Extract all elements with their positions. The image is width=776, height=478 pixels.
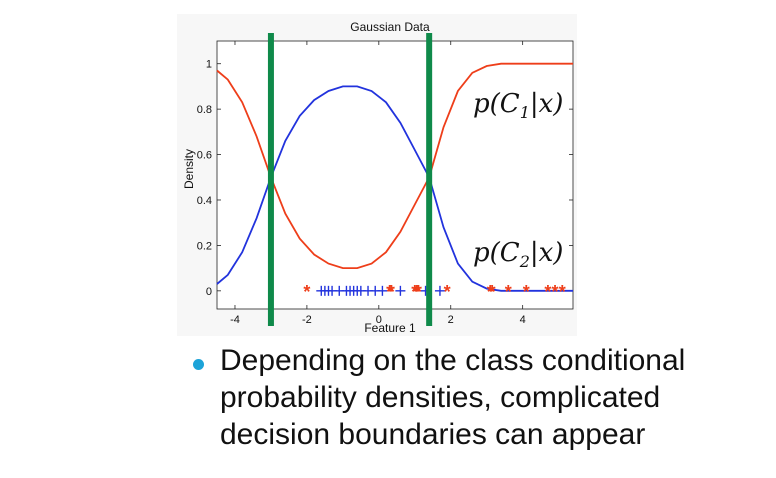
- annotation-p-c1-sub: 1: [520, 103, 530, 122]
- y-tick-label: 0.6: [197, 150, 212, 162]
- class1-sample-marker: *: [487, 282, 494, 302]
- ticks-layer: -4 -2 0 2 4 0 0.2 0.4 0.6 0.8 1: [197, 41, 573, 326]
- decision-boundaries-layer: [267, 33, 433, 326]
- sample-markers-layer: * ** *** * ** * * * * *: [303, 282, 565, 302]
- y-tick-label: 0.2: [197, 240, 212, 252]
- y-tick-label: 0: [206, 286, 212, 298]
- figure-panel: Gaussian Data Feature 1 Density -4 -2 0 2 4 0…: [177, 14, 577, 336]
- x-tick-label: 2: [448, 314, 454, 326]
- y-axis-label: Density: [182, 149, 196, 189]
- class1-sample-marker: *: [552, 282, 559, 302]
- bullet-icon: [193, 359, 204, 370]
- y-tick-label: 0.4: [197, 195, 212, 207]
- x-tick-label: -4: [230, 314, 240, 326]
- class1-sample-marker: *: [415, 282, 422, 302]
- annotation-p-c1-given-x: p(C1|x): [473, 89, 563, 122]
- annotation-p-c2-given-x: p(C2|x): [473, 238, 563, 271]
- annotation-p-c1-tail: |x): [530, 89, 564, 119]
- annotation-p-c2-tail: |x): [530, 238, 564, 268]
- x-axis-label: Feature 1: [364, 321, 416, 335]
- y-tick-label: 1: [206, 59, 212, 71]
- x-tick-label: 0: [376, 314, 382, 326]
- class1-sample-marker: *: [505, 282, 512, 302]
- plot-area-frame: [216, 40, 574, 310]
- y-tick-label: 0.8: [197, 104, 212, 116]
- annotation-p-c1-base: p(C: [473, 89, 520, 119]
- chart-title: Gaussian Data: [350, 20, 430, 34]
- class1-sample-marker: *: [303, 282, 310, 302]
- x-tick-label: 4: [520, 314, 526, 326]
- chart: Gaussian Data Feature 1 Density -4 -2 0 2 4 0…: [182, 20, 574, 335]
- class1-sample-marker: *: [489, 282, 496, 302]
- x-tick-label: -2: [302, 314, 312, 326]
- annotation-p-c2-base: p(C: [473, 238, 520, 268]
- class1-sample-marker: *: [388, 282, 395, 302]
- bullet-text: Depending on the class conditional proba…: [220, 344, 686, 451]
- class1-sample-marker: *: [411, 282, 418, 302]
- class1-sample-marker: *: [413, 282, 420, 302]
- class1-sample-marker: *: [444, 282, 451, 302]
- class1-sample-marker: *: [523, 282, 530, 302]
- annotation-p-c2-sub: 2: [519, 252, 530, 271]
- class1-sample-marker: *: [559, 282, 566, 302]
- class1-sample-marker: *: [386, 282, 393, 302]
- class1-sample-marker: *: [544, 282, 551, 302]
